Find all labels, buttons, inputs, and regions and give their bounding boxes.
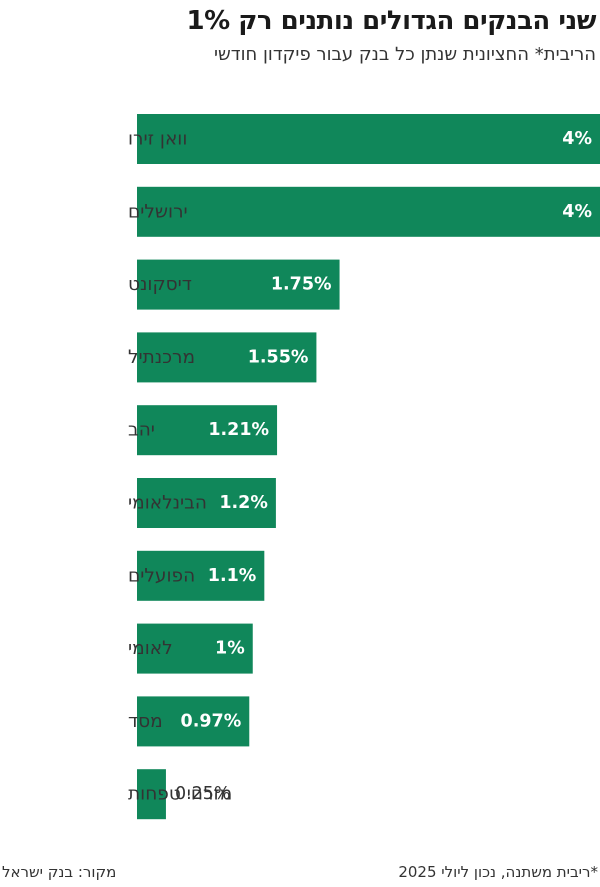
bar-8 <box>137 696 250 747</box>
category-label-6: הפועלים <box>128 565 195 586</box>
value-label-0: 4% <box>562 129 592 149</box>
category-label-5: הבינלאומי <box>128 493 207 514</box>
value-label-1: 4% <box>562 202 592 222</box>
value-label-9: 0.25% <box>175 784 231 804</box>
bar-0 <box>137 114 600 164</box>
chart-title: שני הבנקים הגדולים נותנים רק 1% <box>186 6 597 36</box>
category-label-7: לאומי <box>128 638 173 659</box>
category-label-0: וואן זירו <box>128 129 187 150</box>
bar-6 <box>137 550 265 601</box>
value-label-5: 1.2% <box>219 493 268 513</box>
value-label-4: 1.21% <box>208 420 269 440</box>
value-label-6: 1.1% <box>208 566 257 586</box>
bar-2 <box>137 259 340 310</box>
source-note: מקור: בנק ישראל <box>2 863 117 881</box>
bar-9 <box>137 769 166 820</box>
value-label-8: 0.97% <box>181 711 242 731</box>
category-label-9: מזרחי טפחות <box>128 784 232 805</box>
bar-3 <box>137 332 317 383</box>
bar-5 <box>137 478 276 528</box>
footnote: *ריבית משתנה, נכון ליולי 2025 <box>398 863 598 881</box>
bar-4 <box>137 405 278 456</box>
bar-7 <box>137 623 253 674</box>
value-label-7: 1% <box>215 639 245 659</box>
value-label-3: 1.55% <box>248 347 309 367</box>
category-label-4: יהב <box>128 420 155 441</box>
category-label-1: ירושלים <box>128 201 188 222</box>
chart-subtitle: הריבית* החציונית שנתן כל בנק עבור פיקדון… <box>214 44 596 65</box>
category-label-2: דיסקונט <box>128 274 192 295</box>
category-label-3: מרכנתיל <box>128 347 195 368</box>
bar-1 <box>137 186 600 237</box>
category-label-8: מסד <box>128 711 163 732</box>
value-label-2: 1.75% <box>271 275 332 295</box>
